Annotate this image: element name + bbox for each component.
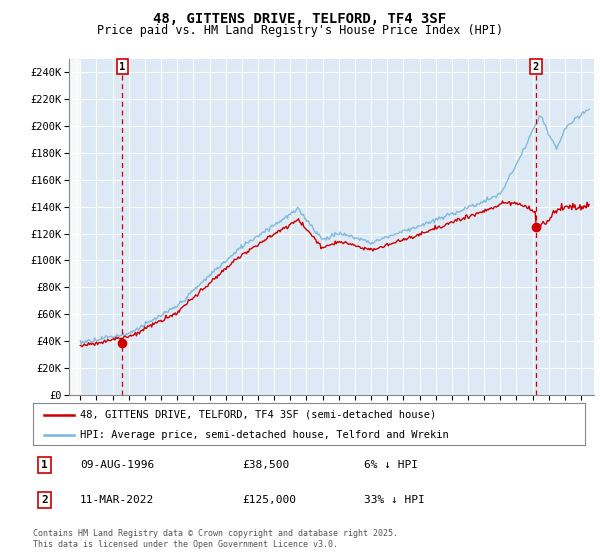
Text: 48, GITTENS DRIVE, TELFORD, TF4 3SF (semi-detached house): 48, GITTENS DRIVE, TELFORD, TF4 3SF (sem…	[80, 410, 436, 420]
Text: 48, GITTENS DRIVE, TELFORD, TF4 3SF: 48, GITTENS DRIVE, TELFORD, TF4 3SF	[154, 12, 446, 26]
Text: HPI: Average price, semi-detached house, Telford and Wrekin: HPI: Average price, semi-detached house,…	[80, 430, 449, 440]
Text: 2: 2	[41, 495, 48, 505]
Text: 1: 1	[119, 62, 125, 72]
Text: £38,500: £38,500	[243, 460, 290, 470]
Text: 33% ↓ HPI: 33% ↓ HPI	[364, 495, 425, 505]
Text: Price paid vs. HM Land Registry's House Price Index (HPI): Price paid vs. HM Land Registry's House …	[97, 24, 503, 36]
Text: 6% ↓ HPI: 6% ↓ HPI	[364, 460, 418, 470]
Text: 2: 2	[533, 62, 539, 72]
Text: Contains HM Land Registry data © Crown copyright and database right 2025.
This d: Contains HM Land Registry data © Crown c…	[33, 529, 398, 549]
Text: 11-MAR-2022: 11-MAR-2022	[80, 495, 154, 505]
Text: 09-AUG-1996: 09-AUG-1996	[80, 460, 154, 470]
Bar	[69, 59, 80, 395]
Text: £125,000: £125,000	[243, 495, 297, 505]
Text: 1: 1	[41, 460, 48, 470]
